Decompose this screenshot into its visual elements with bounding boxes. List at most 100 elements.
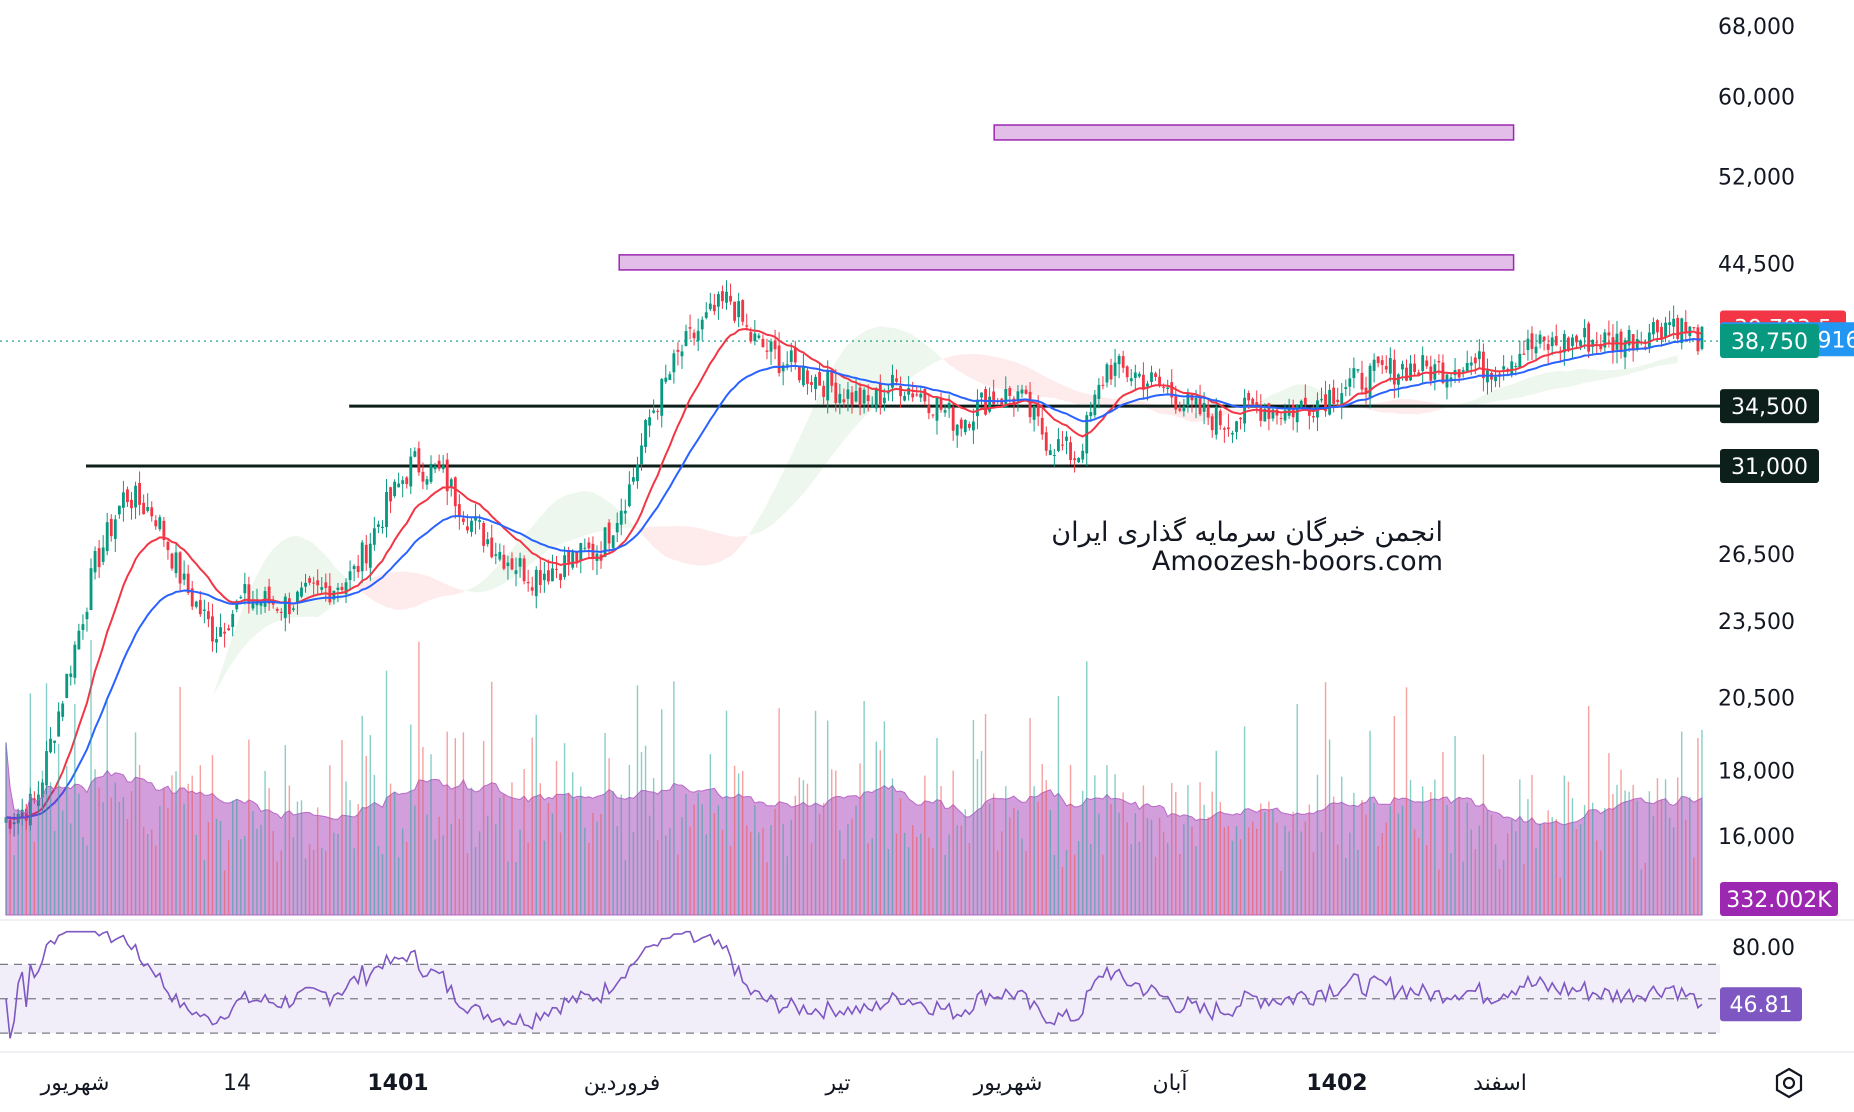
candle-body	[356, 565, 360, 573]
candle-body	[409, 456, 413, 487]
candle-body	[178, 552, 182, 584]
candle	[559, 573, 562, 589]
volume-bar	[980, 751, 983, 915]
volume-bar	[1308, 804, 1311, 915]
candle	[1700, 326, 1704, 351]
candle-body	[1348, 378, 1352, 387]
cloud-segment	[807, 411, 812, 489]
time-label: 1401	[367, 1071, 428, 1096]
volume-bar	[126, 819, 129, 915]
candle-body	[457, 504, 461, 517]
candle	[445, 452, 449, 506]
candle	[437, 454, 441, 472]
candle-body	[1392, 359, 1396, 385]
candle	[510, 552, 514, 571]
cloud-segment	[1616, 369, 1622, 378]
candle-body	[793, 347, 797, 363]
candle-body	[866, 395, 870, 402]
volume-bar	[98, 787, 100, 915]
candle	[1291, 399, 1295, 431]
candle-body	[376, 524, 380, 527]
cloud-segment	[702, 528, 707, 566]
volume-tag-label: 332.002K	[1726, 888, 1832, 913]
volume-bar	[1017, 810, 1019, 915]
volume-bar	[567, 792, 570, 915]
candle-body	[1437, 361, 1441, 363]
time-axis[interactable]: شهریور 14 1401 فروردین تیر شهریور آبان 1402 اسفن…	[0, 1051, 1854, 1096]
volume-bar	[1369, 730, 1371, 915]
volume-bar	[1389, 805, 1392, 915]
price-axis[interactable]: 68,000 60,000 52,000 44,500 26,500 23,500 20,5…	[1718, 15, 1795, 961]
candle	[587, 537, 591, 559]
candle-body	[223, 631, 227, 634]
volume-bar	[5, 742, 7, 915]
candle-body	[1562, 333, 1566, 353]
candle-body	[980, 392, 983, 398]
candle	[1684, 310, 1688, 343]
cloud-segment	[451, 586, 456, 596]
candle-body	[1607, 332, 1611, 336]
candle-body	[939, 397, 943, 410]
cloud-segment	[1608, 370, 1613, 379]
candle-body	[1372, 359, 1376, 371]
candle-body	[886, 392, 890, 394]
candle-body	[1575, 335, 1578, 343]
volume-bar	[316, 807, 319, 915]
settings-icon[interactable]	[1772, 1066, 1806, 1100]
candle-body	[1137, 373, 1141, 377]
cloud-segment	[1487, 391, 1492, 403]
cloud-segment	[1272, 392, 1277, 405]
candle	[1210, 413, 1214, 438]
price-tag-label: 38,750	[1731, 330, 1808, 355]
candle-body	[421, 471, 425, 482]
price-tag: 31,000	[1720, 448, 1819, 483]
candle	[1603, 329, 1607, 354]
candle-body	[1627, 329, 1631, 346]
candle-body	[1324, 394, 1327, 412]
candle	[1599, 334, 1603, 352]
candle-body	[538, 570, 542, 586]
cloud-segment	[803, 420, 808, 494]
volume-bar	[300, 800, 303, 915]
candle	[1061, 430, 1064, 451]
candle-body	[684, 331, 688, 347]
volume-bar	[709, 754, 712, 915]
volume-bar	[203, 860, 206, 915]
candle-body	[761, 338, 765, 348]
rsi-pane[interactable]	[0, 919, 1854, 1039]
candle	[397, 472, 401, 488]
candle	[583, 538, 587, 552]
volume-bar	[1215, 750, 1217, 915]
candle-body	[1619, 331, 1623, 353]
volume-bar	[911, 825, 914, 915]
candle	[1445, 373, 1449, 400]
cloud-segment	[904, 331, 909, 383]
volume-bar	[851, 818, 853, 915]
candle-body	[858, 387, 862, 407]
price-pane[interactable]	[0, 124, 1720, 837]
volume-bar	[1446, 804, 1448, 915]
candle	[105, 512, 109, 556]
cloud-segment	[1523, 378, 1528, 397]
cloud-segment	[1074, 390, 1079, 405]
candle-body	[1352, 368, 1356, 379]
cloud-segment	[847, 340, 852, 436]
candle	[733, 301, 737, 324]
candle-body	[433, 465, 437, 470]
cloud-segment	[957, 354, 962, 373]
cloud-segment	[1102, 396, 1107, 407]
candle	[899, 376, 902, 408]
candle	[1243, 388, 1247, 433]
cloud-segment	[418, 573, 423, 606]
candle	[389, 486, 392, 514]
volume-bar	[612, 791, 614, 915]
candle-body	[364, 544, 368, 564]
volume-bar	[1640, 869, 1642, 915]
cloud-segment	[269, 548, 274, 625]
volume-bar	[511, 782, 513, 915]
candle	[1222, 426, 1226, 443]
cloud-segment	[673, 526, 678, 561]
candle	[93, 546, 97, 580]
candle-body	[737, 301, 741, 318]
